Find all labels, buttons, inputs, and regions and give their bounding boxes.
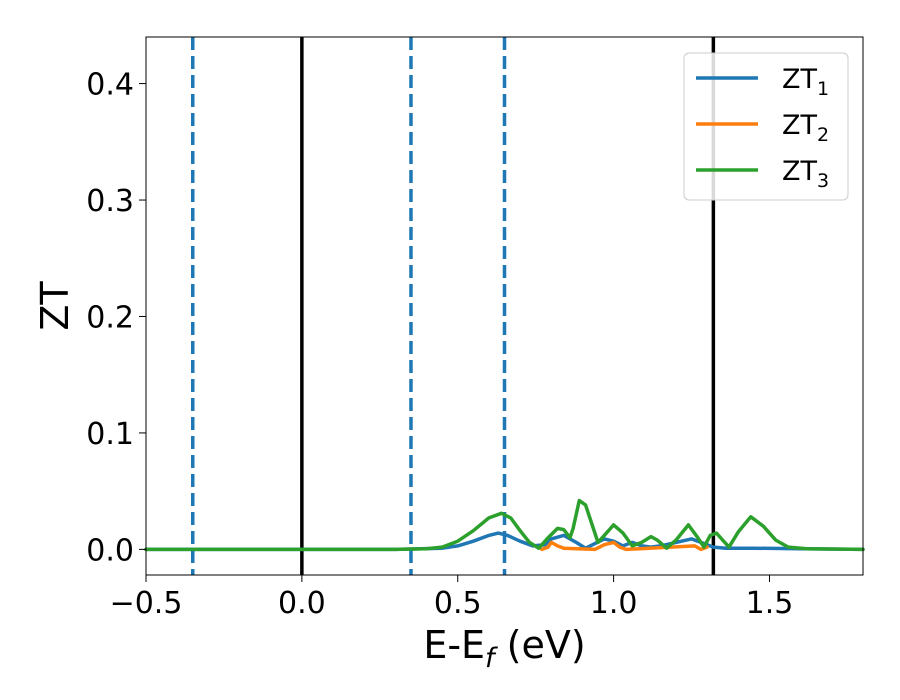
plot-frame [145, 36, 864, 576]
x-tick-label: 0.0 [278, 586, 326, 621]
x-tick-label: 1.0 [590, 586, 638, 621]
y-axis-ticks: 0.0 0.1 0.2 0.3 0.4 [86, 68, 146, 568]
x-tick-label: 0.5 [434, 586, 482, 621]
y-tick-label: 0.3 [86, 184, 134, 219]
y-tick-label: 0.2 [86, 300, 134, 335]
series-line-zt3 [144, 498, 865, 552]
x-tick-label: −0.5 [110, 586, 183, 621]
y-tick-label: 0.0 [86, 533, 134, 568]
x-axis-ticks: −0.5 0.0 0.5 1.0 1.5 [110, 575, 794, 621]
legend-box [683, 52, 849, 201]
y-axis-label: ZT [33, 281, 77, 331]
series-layer [144, 498, 865, 552]
series-line-zt2 [540, 540, 709, 552]
y-tick-label: 0.1 [86, 417, 134, 452]
y-tick-label: 0.4 [86, 68, 134, 103]
vertical-reference-lines [191, 37, 716, 575]
legend: ZT1 ZT2 ZT3 [683, 52, 849, 201]
legend-label-zt1: ZT1 [782, 64, 829, 100]
legend-label-zt3: ZT3 [782, 156, 829, 192]
x-tick-label: 1.5 [746, 586, 794, 621]
x-axis-label: E-Ef (eV) [423, 623, 585, 674]
legend-label-zt2: ZT2 [782, 110, 829, 146]
